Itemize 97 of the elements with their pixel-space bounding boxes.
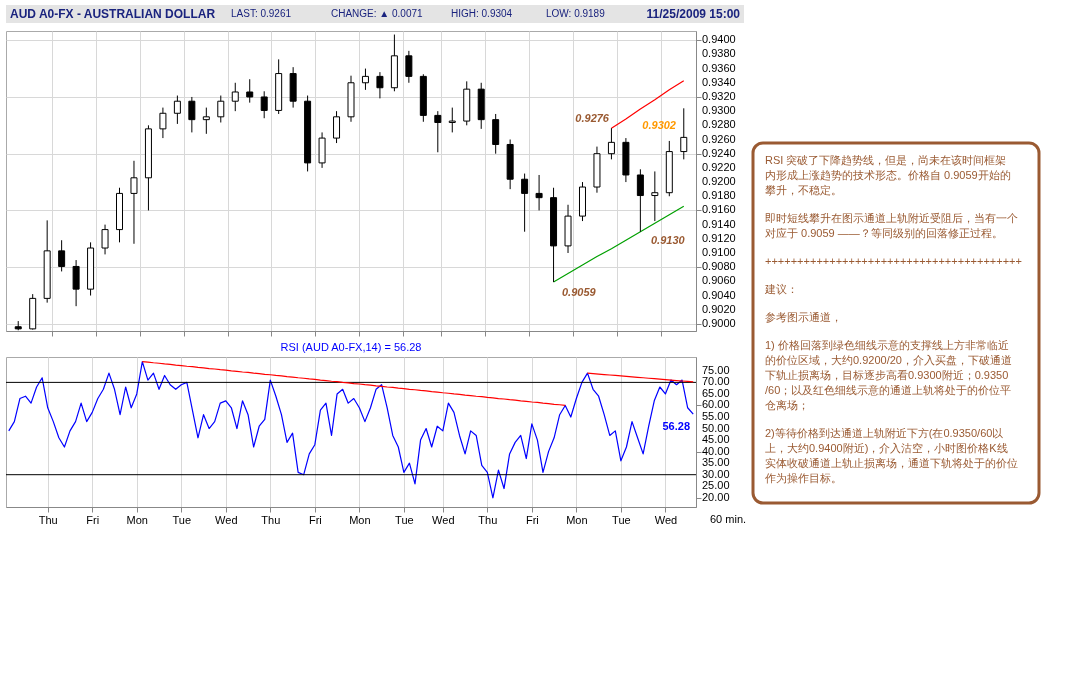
y-tick-label: 0.9040 <box>702 288 736 301</box>
y-tick-label: 0.9160 <box>702 203 736 216</box>
y-tick-label: 0.9220 <box>702 160 736 173</box>
candlestick <box>651 170 659 222</box>
x-tick-label: Mon <box>349 513 371 526</box>
y-tick-label: 20.00 <box>702 490 730 503</box>
x-tick-label: Fri <box>86 513 100 526</box>
y-tick-label: 45.00 <box>702 433 730 446</box>
line-series <box>586 372 694 383</box>
y-tick-label: 0.9180 <box>702 189 736 202</box>
annotation: 56.28 <box>662 420 690 432</box>
candlestick <box>101 224 109 255</box>
candlestick <box>260 90 268 119</box>
candlestick <box>72 259 80 307</box>
x-tick-label: Fri <box>308 513 322 526</box>
x-tick-label: Mon <box>566 513 588 526</box>
text: HIGH: 0.9304 <box>451 8 513 19</box>
y-tick-label: 0.9080 <box>702 260 736 273</box>
y-tick-label: 0.9020 <box>702 302 736 315</box>
y-tick-label: 70.00 <box>702 375 730 388</box>
text: 2)等待价格到达通道上轨附近下方(在0.9350/60以上，大约0.9400附近)，介入沽空，小时图价格K线实体收破通道上轨止损离场，通道下轨将处于的价位作为操作目标。 <box>764 427 1018 484</box>
y-tick-label: 65.00 <box>702 386 730 399</box>
x-tick-label: Tue <box>172 513 192 526</box>
candlestick <box>173 95 181 125</box>
text: LOW: 0.9189 <box>546 8 606 19</box>
candlestick <box>636 168 644 233</box>
candlestick <box>188 96 196 133</box>
chart-title: RSI (AUD A0-FX,14) = 56.28 <box>280 341 422 353</box>
candlestick <box>361 68 369 91</box>
candlestick <box>607 127 615 160</box>
text: 11/25/2009 15:00 <box>646 7 741 21</box>
candlestick <box>521 173 529 233</box>
x-tick-label: Tue <box>612 513 631 526</box>
candlestick <box>680 107 688 160</box>
text: CHANGE: ▲ 0.0071 <box>331 8 424 19</box>
candlestick <box>448 107 456 133</box>
candlestick <box>217 95 225 123</box>
line-series <box>8 361 694 499</box>
y-tick-label: 0.9380 <box>702 47 736 60</box>
y-tick-label: 0.9100 <box>702 245 736 258</box>
x-tick-label: Thu <box>261 513 281 526</box>
candlestick <box>159 107 167 139</box>
text: RSI 突破了下降趋势线，但是，尚未在该时间框架内形成上涨趋势的技术形态。价格自 0.9059开始的攀升，不稳定。 <box>765 154 1011 196</box>
y-tick-label: 0.9120 <box>702 231 736 244</box>
y-tick-label: 40.00 <box>702 444 730 457</box>
annotation: 0.9276 <box>575 112 610 124</box>
candlestick <box>333 110 341 144</box>
x-tick-label: Wed <box>432 513 455 526</box>
text: 参考图示通道， <box>765 311 842 323</box>
text: 即时短线攀升在图示通道上轨附近受阻后，当有一个对应于 0.9059 ——？等同级别的回落修正过程。 <box>765 212 1018 239</box>
y-tick-label: 25.00 <box>702 479 730 492</box>
y-tick-label: 0.9000 <box>702 316 736 329</box>
text: ++++++++++++++++++++++++++++++++++++++++ <box>765 255 1022 267</box>
y-tick-label: 0.9340 <box>702 75 736 88</box>
y-tick-label: 60.00 <box>702 398 730 411</box>
y-tick-label: 55.00 <box>702 410 730 422</box>
y-tick-label: 0.9240 <box>702 146 736 159</box>
y-tick-label: 0.9300 <box>702 104 736 117</box>
text: 建议： <box>764 283 798 295</box>
y-tick-label: 0.9400 <box>702 33 736 46</box>
chart-title: AUD A0-FX - AUSTRALIAN DOLLAR <box>10 7 216 21</box>
y-tick-label: 75.00 <box>702 363 730 376</box>
line-series <box>610 80 685 129</box>
y-tick-label: 0.9260 <box>702 132 736 145</box>
text: 60 min. <box>710 513 747 525</box>
x-tick-label: Wed <box>654 513 678 526</box>
candlestick <box>58 239 66 272</box>
x-tick-label: Thu <box>38 513 58 526</box>
y-tick-label: 50.00 <box>702 421 730 434</box>
annotation: 0.9059 <box>562 286 597 298</box>
y-tick-label: 0.9060 <box>702 274 736 287</box>
x-tick-label: Fri <box>525 513 539 526</box>
y-tick-label: 0.9360 <box>702 61 736 74</box>
candlestick <box>535 174 543 211</box>
candlestick <box>231 82 239 112</box>
x-tick-label: Mon <box>126 513 148 526</box>
line-series <box>552 205 685 283</box>
text: 1) 价格回落到绿色细线示意的支撑线上方非常临近的价位区域，大约0.9200/20，介入买盘，下破通道下轨止损离场，目标逐步高看0.9300附近；0.9350/60；以及红色细线示意的通道上轨将处于的价位平仓离场； <box>765 339 1012 411</box>
x-tick-label: Thu <box>478 513 498 526</box>
candlestick <box>434 110 442 153</box>
y-tick-label: 0.9320 <box>702 89 736 102</box>
text: LAST: 0.9261 <box>231 8 292 19</box>
y-tick-label: 0.9140 <box>702 217 736 230</box>
y-tick-label: 35.00 <box>702 456 730 469</box>
candlestick <box>130 160 138 245</box>
candlestick <box>246 78 254 104</box>
y-tick-label: 0.9200 <box>702 175 736 188</box>
candlestick <box>202 107 210 135</box>
annotation: 0.9130 <box>651 234 686 246</box>
candlestick <box>405 50 413 84</box>
y-tick-label: 30.00 <box>702 467 730 480</box>
x-tick-label: Tue <box>395 513 414 526</box>
candlestick <box>376 71 384 99</box>
y-tick-label: 0.9280 <box>702 118 736 131</box>
x-tick-label: Wed <box>215 513 238 526</box>
annotation: 0.9302 <box>642 119 676 131</box>
line-series <box>141 361 566 407</box>
